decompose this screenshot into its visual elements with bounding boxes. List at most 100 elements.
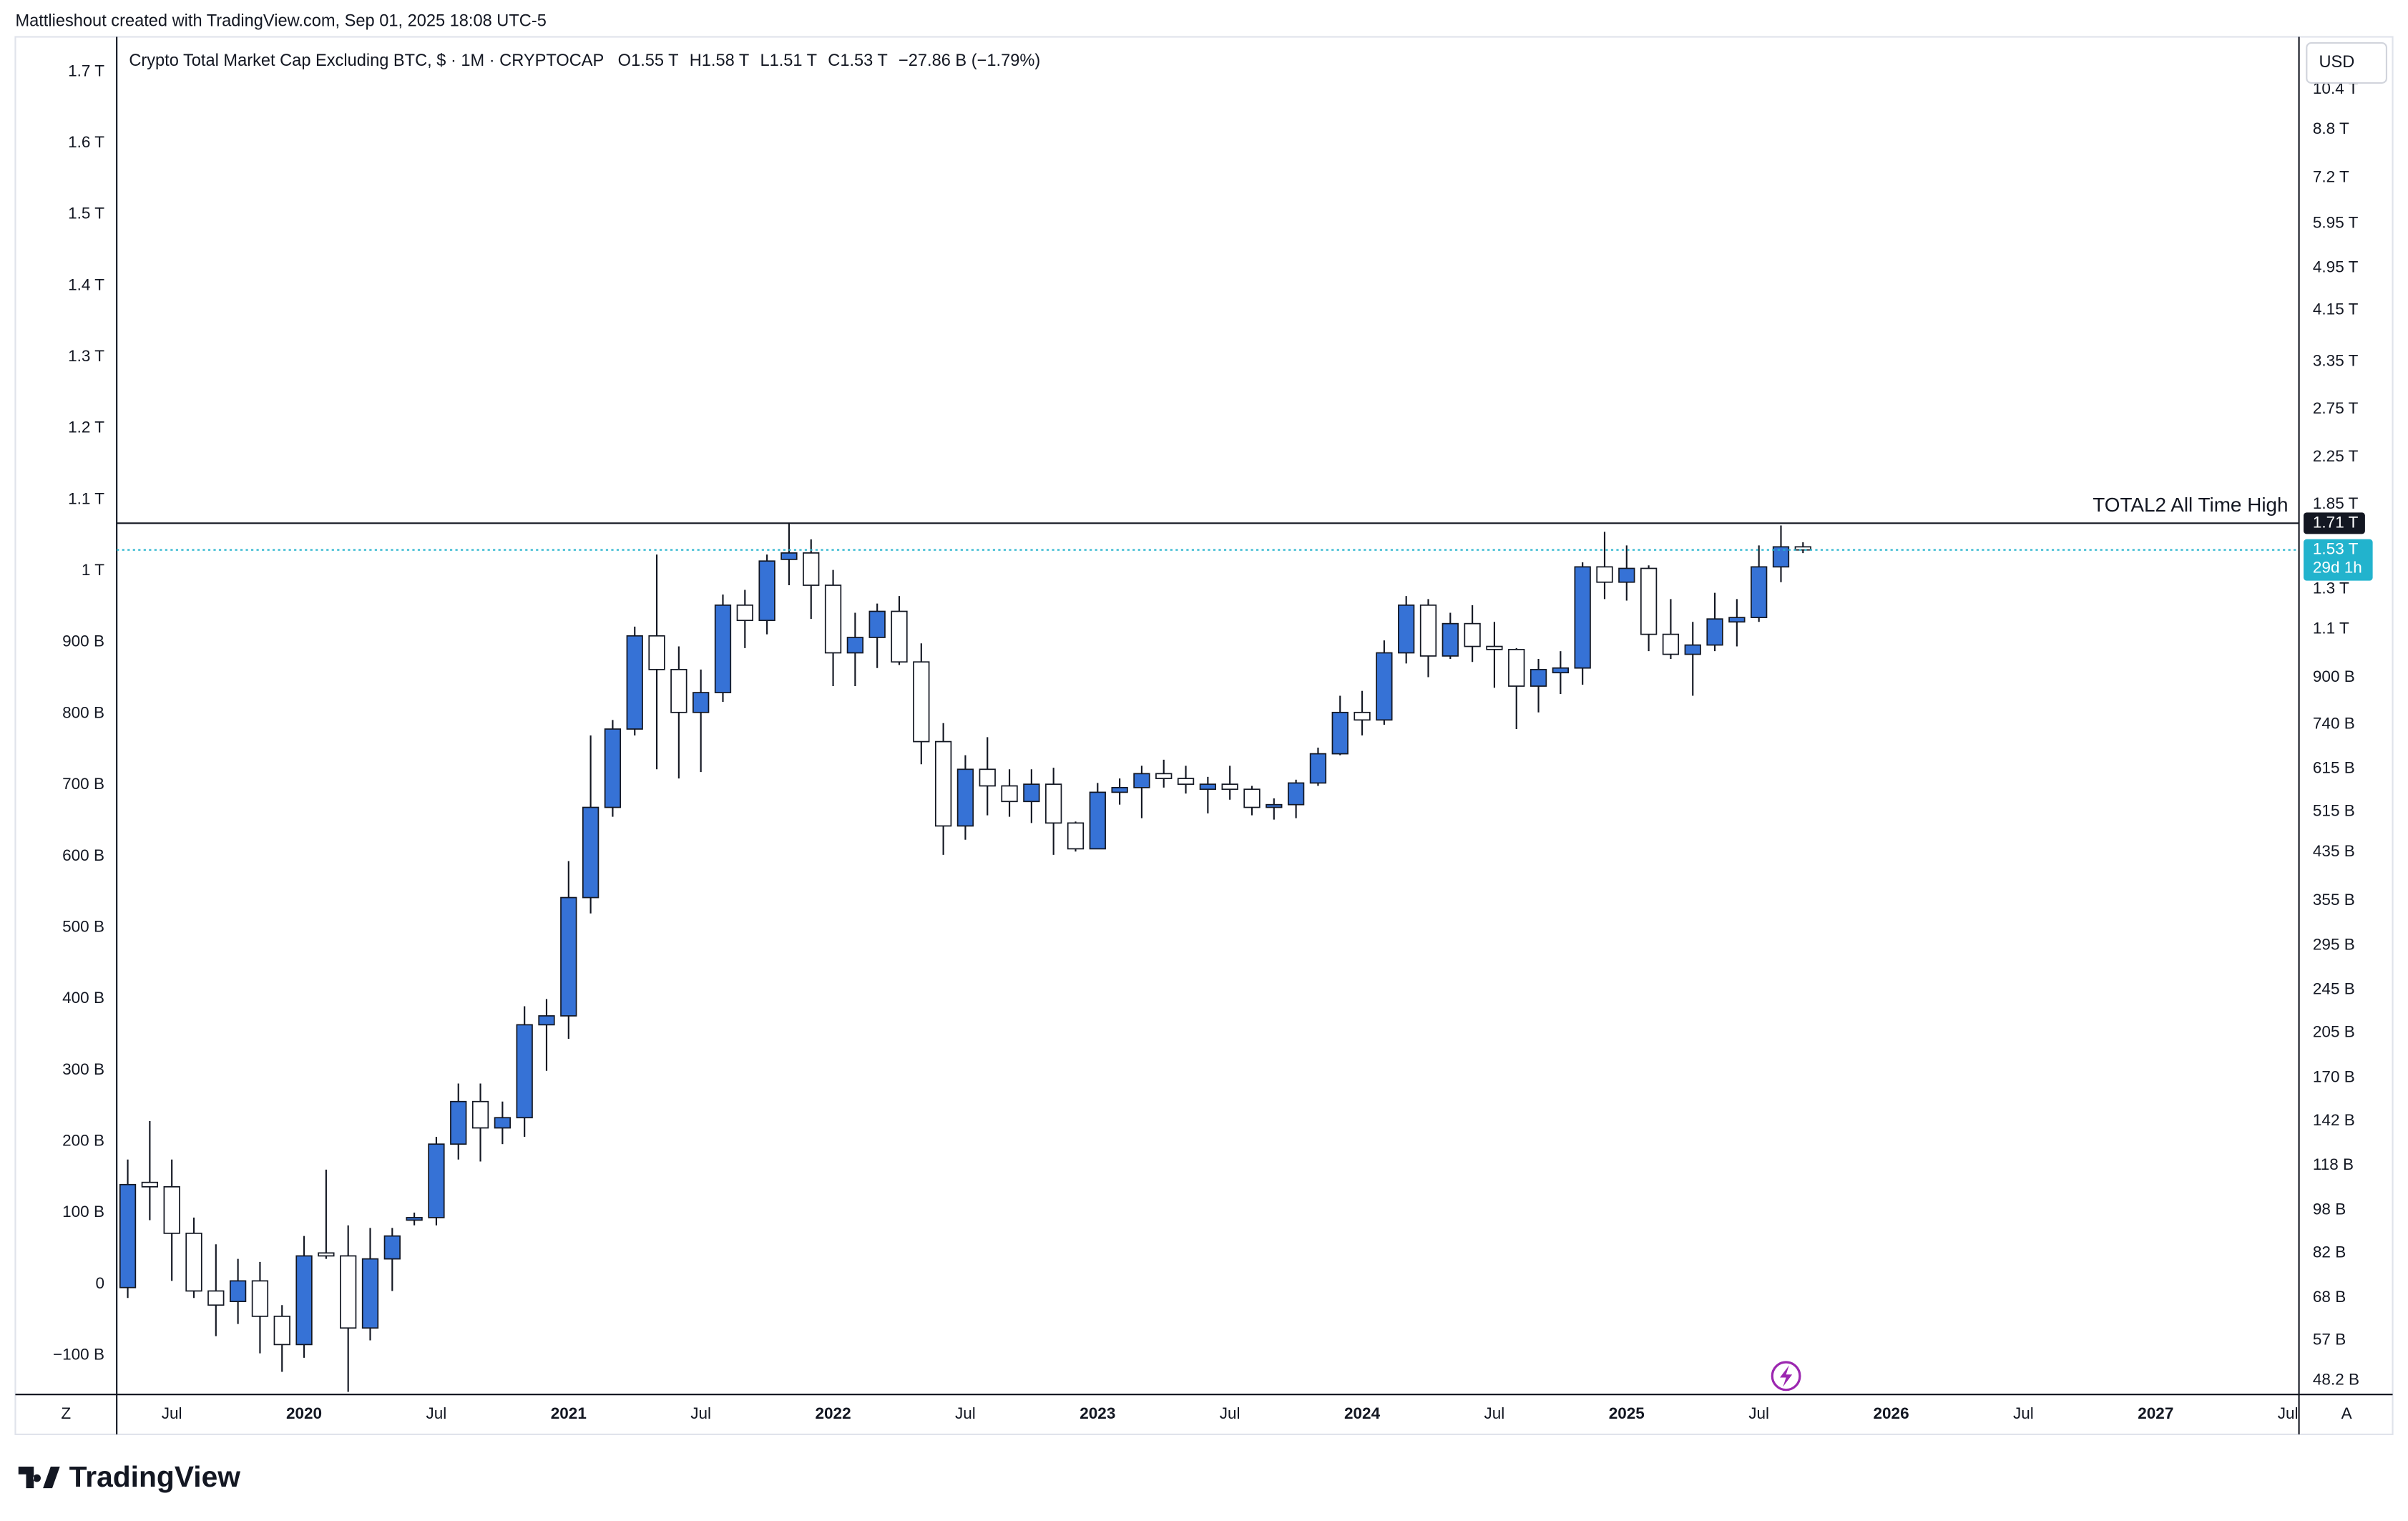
- y-tick-label: 355 B: [2313, 891, 2355, 909]
- y-tick-label: 615 B: [2313, 759, 2355, 777]
- candle-body: [1684, 644, 1701, 655]
- candle-body: [1133, 773, 1150, 788]
- x-tick-label: 2022: [816, 1404, 851, 1422]
- y-tick-label: 1.1 T: [2313, 619, 2349, 637]
- y-tick-label: 118 B: [2313, 1155, 2354, 1173]
- legend-value: 1.58 T: [702, 52, 750, 70]
- legend-change: −27.86 B (−1.79%): [899, 52, 1040, 70]
- y2-tick-label: 1.6 T: [68, 133, 104, 151]
- candle-body: [1662, 633, 1680, 655]
- y2-tick-label: 1.7 T: [68, 62, 104, 79]
- y2-tick-label: 1.5 T: [68, 205, 104, 222]
- candle-body: [295, 1255, 313, 1346]
- y2-tick-label: 1.4 T: [68, 275, 104, 293]
- y-tick-label: 1.85 T: [2313, 494, 2359, 512]
- y-tick-label: 170 B: [2313, 1067, 2355, 1085]
- x-tick-label: Jul: [1748, 1404, 1769, 1422]
- candle-body: [141, 1181, 159, 1188]
- candle-body: [1728, 617, 1746, 623]
- y2-tick-label: 200 B: [62, 1132, 104, 1150]
- y-tick-label: 740 B: [2313, 715, 2355, 733]
- y2-tick-label: 700 B: [62, 775, 104, 793]
- y-tick-label: 4.15 T: [2313, 300, 2359, 318]
- x-tick-label: Jul: [955, 1404, 976, 1422]
- candle-body: [1045, 783, 1062, 824]
- candle-body: [251, 1280, 269, 1317]
- candle-body: [516, 1024, 533, 1119]
- y-tick-label: 142 B: [2313, 1111, 2355, 1129]
- candle-body: [1574, 566, 1591, 669]
- currency-box[interactable]: [2306, 42, 2388, 84]
- y-tick-label: 1.3 T: [2313, 579, 2349, 597]
- candle-body: [1486, 645, 1503, 650]
- y-tick-label: 2.75 T: [2313, 399, 2359, 417]
- currency[interactable]: USD: [2319, 53, 2354, 72]
- y2-tick-label: 0: [95, 1274, 104, 1292]
- y-tick-label: 5.95 T: [2313, 214, 2359, 232]
- candle-body: [692, 692, 710, 713]
- legend-value: 1.51 T: [770, 52, 818, 70]
- candle-body: [450, 1100, 467, 1145]
- alert-bolt[interactable]: [1780, 1365, 1793, 1387]
- candle-body: [714, 604, 732, 693]
- y2-tick-label: 300 B: [62, 1060, 104, 1078]
- candle-body: [736, 604, 753, 622]
- auto-button[interactable]: A: [2341, 1404, 2352, 1422]
- y2-tick-label: 1.2 T: [68, 419, 104, 436]
- candle-body: [1287, 782, 1305, 806]
- y-tick-label: 48.2 B: [2313, 1371, 2359, 1389]
- y2-tick-label: 1.3 T: [68, 347, 104, 365]
- candle-body: [560, 896, 577, 1017]
- ath-annotation: TOTAL2 All Time High: [2093, 494, 2288, 516]
- y-tick-label: 82 B: [2313, 1243, 2346, 1261]
- y-tick-label: 3.35 T: [2313, 352, 2359, 370]
- candle-body: [1508, 648, 1525, 687]
- ath-price-label: 1.71 T: [2313, 513, 2359, 531]
- candle-body: [913, 661, 930, 743]
- y-tick-label: 2.25 T: [2313, 447, 2359, 465]
- x-tick-label: Jul: [2013, 1404, 2034, 1422]
- candle-body: [604, 728, 622, 808]
- candle-body: [428, 1143, 445, 1218]
- candle-body: [163, 1185, 180, 1234]
- candle-body: [626, 635, 643, 730]
- legend: Crypto Total Market Cap Excluding BTC, $…: [129, 52, 1040, 70]
- legend-title: Crypto Total Market Cap Excluding BTC, $…: [129, 52, 604, 70]
- candle-body: [1530, 669, 1547, 687]
- legend-key: C: [828, 52, 840, 70]
- logo-text: TradingView: [69, 1460, 241, 1493]
- x-tick-label: 2025: [1609, 1404, 1645, 1422]
- candle-body: [538, 1015, 555, 1026]
- y2-tick-label: 600 B: [62, 846, 104, 864]
- candle-body: [494, 1117, 512, 1129]
- y2-tick-label: 900 B: [62, 632, 104, 650]
- x-tick-label: Jul: [426, 1404, 447, 1422]
- legend-key: O: [618, 52, 631, 70]
- chart-frame: [14, 36, 2394, 1436]
- candle-body: [1398, 604, 1415, 654]
- candle-body: [758, 560, 775, 622]
- x-tick-label: 2023: [1080, 1404, 1115, 1422]
- candle-body: [1089, 791, 1106, 850]
- y-tick-label: 295 B: [2313, 935, 2355, 953]
- y-tick-label: 57 B: [2313, 1330, 2346, 1348]
- alert-icon[interactable]: [1771, 1361, 1801, 1392]
- candle-body: [318, 1252, 335, 1257]
- candle-body: [891, 610, 908, 663]
- candle-body: [1266, 803, 1283, 808]
- candle-body: [956, 768, 974, 827]
- candle-body: [670, 669, 687, 713]
- candle-body: [1001, 785, 1018, 803]
- candle-body: [1596, 566, 1613, 583]
- candle-body: [340, 1255, 357, 1329]
- y2-tick-label: 1 T: [82, 561, 104, 579]
- candle-body: [1640, 567, 1658, 635]
- zoom-button[interactable]: Z: [61, 1404, 71, 1422]
- candle-body: [207, 1290, 225, 1306]
- y2-tick-label: 400 B: [62, 989, 104, 1007]
- countdown-label: 29d 1h: [2313, 558, 2362, 576]
- candle-body: [1772, 546, 1790, 568]
- candle-body: [1221, 783, 1238, 791]
